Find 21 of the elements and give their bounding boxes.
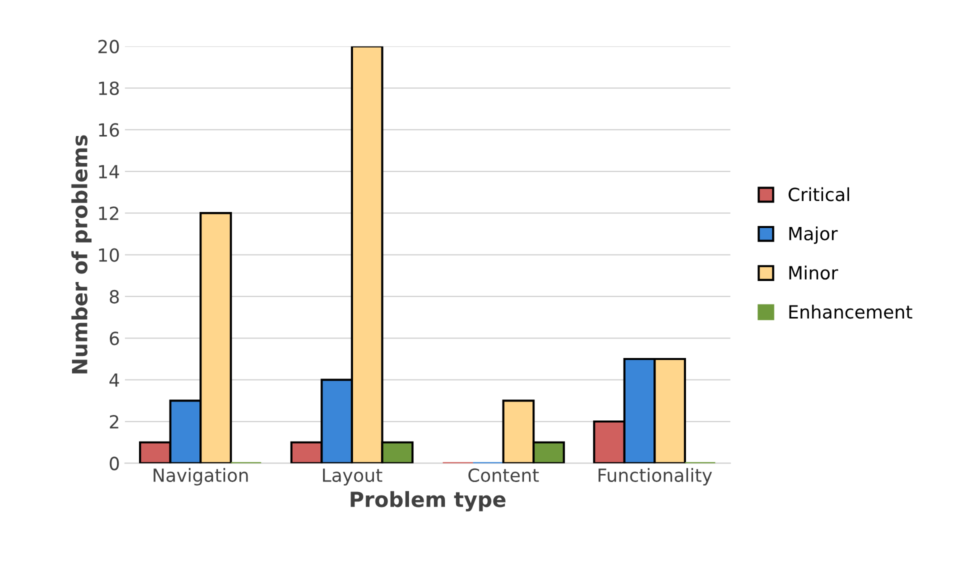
legend-label: Enhancement xyxy=(789,304,912,319)
y-tick-label: 20 xyxy=(98,40,119,54)
y-axis-title: Number of problems xyxy=(71,135,92,374)
y-tick-label: 8 xyxy=(110,290,119,304)
x-tick-label: Navigation xyxy=(154,468,248,486)
x-tick-label: Layout xyxy=(323,468,382,486)
y-tick-label: 14 xyxy=(99,165,120,178)
y-tick-label: 18 xyxy=(99,81,119,96)
y-tick-label: 10 xyxy=(99,248,119,262)
x-tick-label: Functionality xyxy=(598,468,712,486)
legend-label: Major xyxy=(789,226,838,244)
legend-label: Critical xyxy=(788,187,850,202)
y-tick-label: 16 xyxy=(99,123,119,137)
y-tick-label: 0 xyxy=(110,456,119,470)
y-tick-label: 12 xyxy=(99,206,118,220)
y-tick-label: 4 xyxy=(109,374,120,387)
y-tick-label: 6 xyxy=(110,332,119,346)
x-axis-title: Problem type xyxy=(350,491,506,512)
y-tick-label: 2 xyxy=(110,414,118,428)
x-tick-label: Content xyxy=(468,468,539,482)
legend-label: Minor xyxy=(789,266,838,280)
